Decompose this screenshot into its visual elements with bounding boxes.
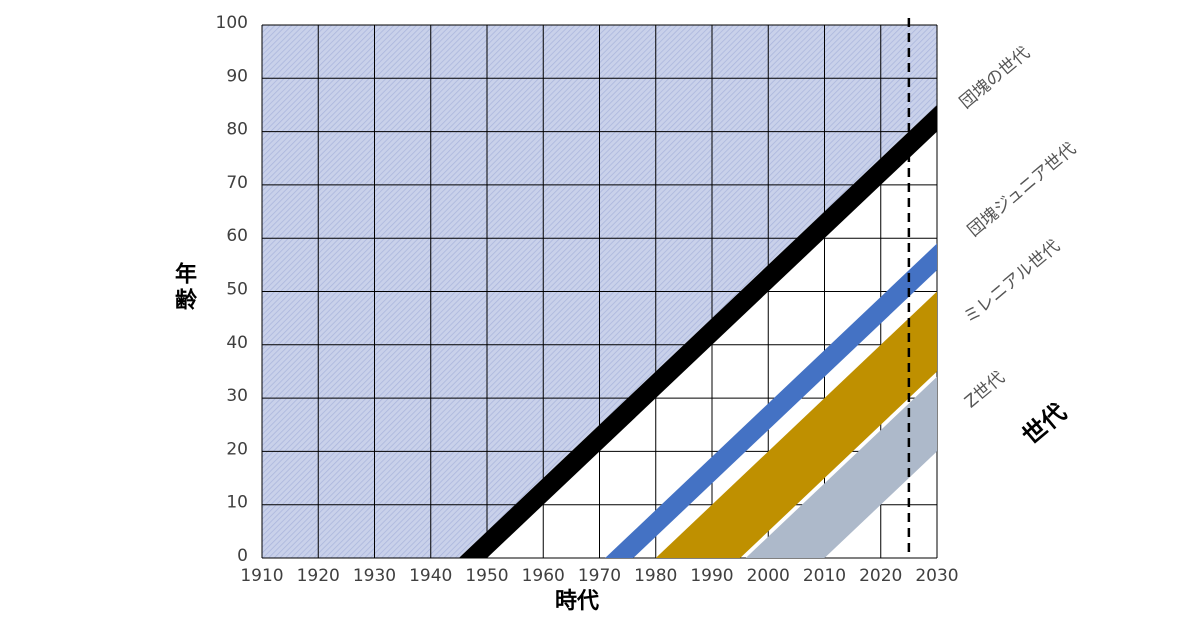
legend-title: 世代 [1017,398,1072,450]
generation-band [655,291,937,558]
y-tick-label: 40 [226,333,248,353]
x-tick-label: 1970 [578,566,621,586]
y-tick-label: 60 [226,226,248,246]
y-tick-label: 100 [216,13,248,33]
x-tick-label: 1940 [409,566,452,586]
y-tick-label: 80 [226,120,248,140]
x-tick-label: 1930 [353,566,396,586]
y-tick-label: 70 [226,173,248,193]
x-tick-label: 1950 [465,566,508,586]
y-tick-label: 10 [226,493,248,513]
y-tick-label: 90 [226,66,248,86]
y-tick-label: 0 [237,546,248,566]
legend-label: 団塊ジュニア世代 [964,139,1080,241]
y-axis-title: 年齢 [171,261,197,314]
y-tick-label: 30 [226,386,248,406]
generation-band [605,243,937,558]
x-tick-label: 2000 [747,566,790,586]
x-tick-label: 2030 [915,566,958,586]
x-tick-label: 1980 [634,566,677,586]
x-tick-label: 1920 [297,566,340,586]
x-axis-title: 時代 [555,589,599,614]
x-tick-label: 1990 [690,566,733,586]
generation-band [458,104,937,558]
legend-label: Z世代 [961,368,1009,413]
legend-label: 団塊の世代 [956,43,1034,113]
legend-label: ミレニアル世代 [960,236,1064,328]
x-tick-label: 2010 [803,566,846,586]
x-tick-label: 1960 [522,566,565,586]
x-tick-label: 2020 [859,566,902,586]
y-tick-label: 50 [226,280,248,300]
y-tick-label: 20 [226,439,248,459]
x-tick-label: 1910 [240,566,283,586]
generation-band [745,376,937,558]
